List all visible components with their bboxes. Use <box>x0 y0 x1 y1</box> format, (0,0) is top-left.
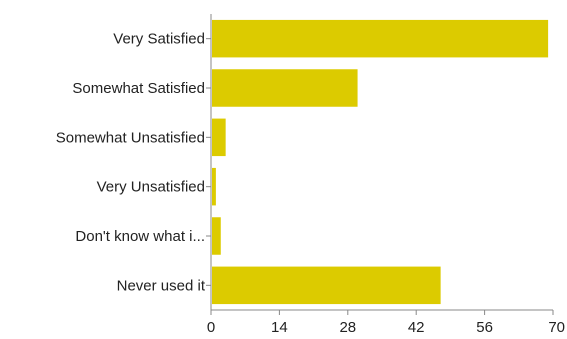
category-label: Very Unsatisfied <box>97 179 205 196</box>
category-label: Somewhat Unsatisfied <box>56 129 205 146</box>
bars-group <box>212 20 548 304</box>
bar <box>212 267 441 304</box>
x-tick-label: 42 <box>408 319 425 336</box>
x-tick-label: 56 <box>476 319 493 336</box>
bar <box>212 20 548 57</box>
bar <box>212 217 221 254</box>
category-labels: Very Satisfied Somewhat Satisfied Somewhat… <box>56 31 211 295</box>
x-tick-label: 14 <box>271 319 288 336</box>
x-tick-label: 70 <box>548 319 565 336</box>
bar <box>212 119 226 156</box>
x-axis-ticks: 0 14 28 42 56 70 <box>207 310 565 336</box>
category-label: Somewhat Satisfied <box>72 80 205 97</box>
x-tick-label: 0 <box>207 319 215 336</box>
category-label: Very Satisfied <box>113 31 205 48</box>
bar <box>212 69 358 106</box>
x-tick-label: 28 <box>339 319 356 336</box>
category-label: Never used it <box>117 277 206 294</box>
bar <box>212 168 216 205</box>
category-label: Don't know what i... <box>75 228 205 245</box>
